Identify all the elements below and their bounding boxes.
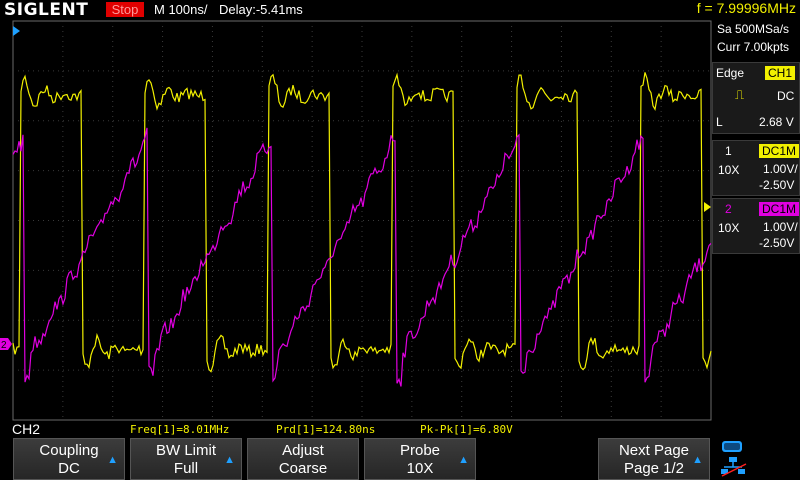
up-arrow-icon: ▲ (458, 454, 469, 466)
next-page-softkey[interactable]: Next Page Page 1/2 ▲ (598, 438, 710, 480)
ch2-number: 2 (725, 202, 732, 216)
next-page-softkey-value: Page 1/2 (623, 460, 685, 477)
bw-limit-softkey-value: Full (173, 460, 199, 477)
ch1-probe: 10X (718, 163, 740, 177)
ch1-info-panel[interactable]: 1 DC1M 10X 1.00V/ -2.50V (712, 140, 800, 196)
trigger-panel[interactable]: Edge CH1 ⎍ DC L 2.68 V (712, 62, 800, 134)
softkey-menu: Coupling DC ▲ BW Limit Full ▲ Adjust Coa… (0, 438, 800, 480)
trigger-coupling: DC (777, 89, 795, 103)
adjust-softkey-value: Coarse (278, 460, 328, 477)
rising-edge-icon: ⎍ (735, 87, 745, 102)
network-status-icon (721, 441, 747, 477)
ch2-trace (12, 127, 712, 387)
adjust-softkey-title: Adjust (282, 442, 324, 459)
probe-softkey[interactable]: Probe 10X ▲ (364, 438, 476, 480)
up-arrow-icon: ▲ (692, 454, 703, 466)
adjust-softkey[interactable]: Adjust Coarse (247, 438, 359, 480)
graticule-border (12, 20, 712, 421)
sample-rate-readout: Sa 500MSa/s (717, 22, 790, 36)
ch2-info-panel[interactable]: 2 DC1M 10X 1.00V/ -2.50V (712, 198, 800, 254)
probe-softkey-value: 10X (406, 460, 434, 477)
active-channel-label: CH2 (12, 421, 41, 437)
memory-depth-readout: Curr 7.00kpts (717, 40, 790, 54)
up-arrow-icon: ▲ (107, 454, 118, 466)
ch2-marker-label: 2 (1, 340, 7, 351)
trigger-position-icon[interactable] (13, 26, 20, 36)
ch1-coupling: DC1M (759, 144, 800, 158)
ch2-coupling: DC1M (759, 202, 800, 216)
waveform-display[interactable]: 2 (0, 0, 800, 438)
timebase-readout[interactable]: M 100ns/ (154, 2, 208, 17)
brand-logo: SIGLENT (4, 0, 89, 20)
probe-softkey-title: Probe (399, 442, 441, 459)
measurement-bar: CH2 Freq[1]=8.01MHz Prd[1]=124.80ns Pk-P… (0, 421, 712, 438)
coupling-softkey[interactable]: Coupling DC ▲ (13, 438, 125, 480)
ch1-offset: -2.50V (759, 178, 795, 192)
bw-limit-softkey[interactable]: BW Limit Full ▲ (130, 438, 242, 480)
measurement-period: Prd[1]=124.80ns (276, 423, 376, 436)
up-arrow-icon: ▲ (224, 454, 235, 466)
ch2-probe: 10X (718, 221, 740, 235)
trigger-level-label: L (716, 115, 723, 129)
coupling-softkey-value: DC (58, 460, 80, 477)
trigger-delay-readout[interactable]: Delay:-5.41ms (219, 2, 303, 17)
ch1-scale: 1.00V/ (763, 162, 798, 176)
ch2-ground-marker[interactable]: 2 (0, 338, 12, 351)
coupling-softkey-title: Coupling (39, 442, 99, 459)
measurement-pkpk: Pk-Pk[1]=6.80V (420, 423, 513, 436)
frequency-counter: f = 7.99996MHz (696, 0, 796, 16)
ch2-offset: -2.50V (759, 236, 795, 250)
trigger-source: CH1 (765, 66, 796, 80)
measurement-freq: Freq[1]=8.01MHz (130, 423, 230, 436)
run-stop-status[interactable]: Stop (106, 2, 144, 17)
right-info-panel: Sa 500MSa/s Curr 7.00kpts Edge CH1 ⎍ DC … (712, 20, 800, 420)
next-page-softkey-title: Next Page (618, 442, 690, 459)
trigger-level-value: 2.68 V (759, 115, 794, 129)
ch2-scale: 1.00V/ (763, 220, 798, 234)
ch1-trace (12, 72, 712, 373)
bw-limit-softkey-title: BW Limit (156, 442, 216, 459)
trigger-level-icon[interactable] (704, 202, 711, 212)
ch1-number: 1 (725, 144, 732, 158)
top-status-bar: SIGLENT Stop M 100ns/ Delay:-5.41ms f = … (0, 0, 800, 20)
trigger-type: Edge (716, 66, 745, 80)
